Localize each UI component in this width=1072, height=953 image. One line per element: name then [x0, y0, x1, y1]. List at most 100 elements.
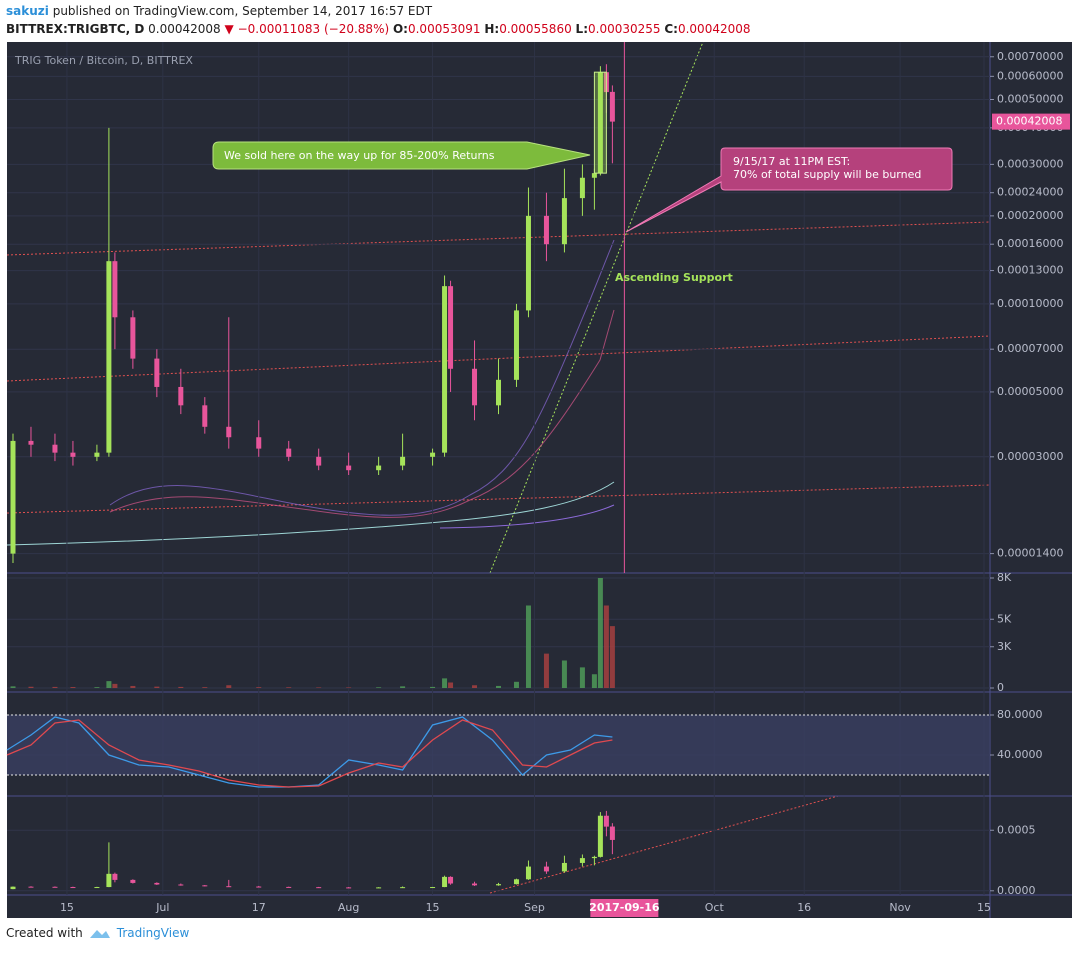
down-arrow: ▼: [224, 22, 234, 36]
x-tick-label: 15: [977, 901, 991, 914]
open: 0.00053091: [407, 22, 481, 36]
candle-body: [346, 465, 352, 471]
volume-bar: [603, 605, 609, 688]
y-tick-label: 0.00050000: [997, 92, 1063, 105]
x-tick-label: 15: [426, 901, 440, 914]
volume-bar: [178, 686, 184, 688]
c-label: C:: [664, 22, 678, 36]
candle-body: [316, 887, 322, 889]
candle-body: [94, 887, 100, 889]
logo-shape: [89, 930, 110, 938]
candle-body: [70, 452, 76, 457]
volume-bar: [346, 687, 352, 688]
candle-body: [591, 856, 597, 859]
x-axis-background: [7, 895, 1072, 918]
h-label: H:: [484, 22, 500, 36]
ribbon: [109, 239, 615, 516]
y-tick-label: 0.0005: [997, 823, 1036, 836]
candle-body: [609, 91, 615, 122]
footer: Created with TradingView: [6, 926, 189, 940]
plot: 0.000700000.000600000.000500000.00040000…: [6, 42, 1070, 917]
x-tick-label: Oct: [705, 901, 725, 914]
annotations: We sold here on the way up for 85-200% R…: [14, 54, 953, 284]
candle-body: [202, 885, 208, 887]
volume-bar: [70, 687, 76, 688]
volume-bar: [591, 674, 597, 688]
volume-bar: [106, 681, 112, 688]
last-price-label: 0.00042008: [996, 115, 1062, 128]
candle-body: [28, 440, 34, 445]
volume-bar: [256, 687, 262, 688]
candle-body: [376, 887, 382, 889]
volume-bar: [286, 687, 292, 688]
y-tick-label: 0.00070000: [997, 50, 1063, 63]
brand[interactable]: TradingView: [116, 926, 190, 940]
candle-body: [130, 317, 136, 359]
last-price-box: [992, 113, 1070, 130]
annotation: Ascending Support: [615, 271, 733, 284]
volume-bar: [10, 686, 16, 688]
candle-body: [10, 440, 16, 554]
candle-body: [178, 386, 184, 406]
chart-title: TRIG Token / Bitcoin, D, BITTREX: [14, 54, 193, 67]
y-tick-label: 0.00010000: [997, 297, 1063, 310]
crosshair-label: 2017-09-16: [589, 901, 660, 914]
candle-body: [130, 879, 136, 883]
volume-bar: [513, 681, 519, 688]
candle-body: [496, 884, 501, 886]
y-tick-label: 0.00020000: [997, 209, 1063, 222]
candle-body: [52, 886, 58, 888]
candle-body: [28, 886, 34, 888]
y-tick-label: 0.00016000: [997, 237, 1063, 250]
candle-body: [178, 884, 184, 886]
low: 0.00030255: [588, 22, 661, 36]
candle-body: [286, 886, 292, 888]
footer-text: Created with: [6, 926, 83, 940]
stoch-line: [6, 716, 613, 788]
ribbon: [109, 309, 615, 518]
volume-bar: [112, 683, 118, 688]
candle-body: [442, 286, 448, 453]
volume-bar: [579, 667, 585, 688]
y-tick-label: 8K: [997, 571, 1012, 584]
highlight: [593, 71, 607, 174]
drawings: [6, 41, 1072, 918]
header-line: sakuzi published on TradingView.com, Sep…: [6, 2, 751, 20]
chart: 0.000700000.000600000.000500000.00040000…: [0, 40, 1072, 918]
candle-body: [202, 405, 208, 427]
volume-bar: [525, 605, 531, 688]
support-line: [489, 41, 704, 574]
candle-body: [525, 866, 531, 880]
candle-body: [430, 887, 436, 889]
x-tick-label: Sep: [524, 901, 545, 914]
y-tick-label: 80.0000: [997, 708, 1043, 721]
header: sakuzi published on TradingView.com, Sep…: [6, 2, 751, 38]
author[interactable]: sakuzi: [6, 4, 49, 18]
y-tick-label: 0.00013000: [997, 264, 1063, 277]
candle-body: [226, 426, 232, 438]
x-tick-label: 15: [60, 901, 74, 914]
candle-body: [603, 815, 609, 827]
volume-bar: [597, 578, 603, 688]
price: 0.00042008: [148, 22, 221, 36]
candle-body: [94, 452, 100, 457]
volume-bar: [154, 686, 160, 688]
y-tick-label: 0.00001400: [997, 547, 1063, 560]
candle-body: [10, 886, 16, 890]
candle-body: [430, 452, 436, 457]
candle-body: [106, 873, 112, 888]
y-tick-label: 0.00007000: [997, 342, 1063, 355]
volume-bar: [130, 685, 136, 688]
candle-body: [112, 261, 118, 318]
x-tick-label: Aug: [338, 901, 359, 914]
volume-bar: [448, 682, 454, 688]
volume-bar: [442, 678, 448, 688]
candle-body: [448, 876, 454, 884]
y-tick-label: 0.00003000: [997, 450, 1063, 463]
volume-bar: [430, 686, 436, 688]
close: 0.00042008: [677, 22, 751, 36]
moving-average: [6, 481, 615, 546]
published: published on TradingView.com, September …: [52, 4, 433, 18]
volume-bar: [94, 687, 100, 688]
